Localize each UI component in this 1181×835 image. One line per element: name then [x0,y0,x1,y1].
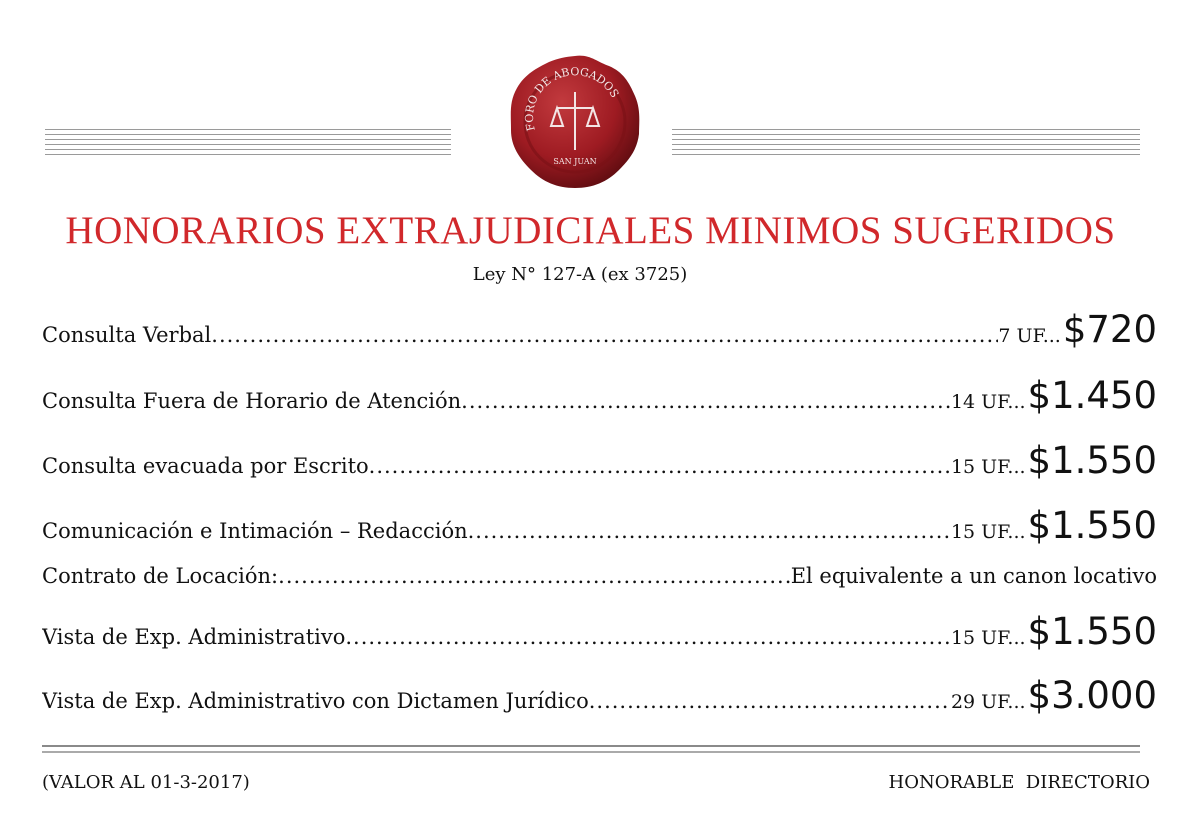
fee-row: Consulta Fuera de Horario de Atención 14 … [42,374,1157,417]
dot-leader [589,689,951,713]
fee-uf: 14 UF... [950,391,1026,413]
divider [42,745,1140,747]
fee-row: Consulta Verbal 7 UF...$720 [42,308,1157,351]
decorative-lines-right [672,129,1140,159]
dot-leader [468,519,951,543]
fee-label: Contrato de Locación: [42,564,279,588]
decorative-lines-left [45,129,451,159]
fee-price: $720 [1062,308,1157,351]
fee-uf: 29 UF... [950,691,1026,713]
dot-leader [369,454,951,478]
fee-uf: 15 UF... [950,456,1026,478]
fee-label: Consulta evacuada por Escrito [42,454,369,478]
dot-leader [278,564,791,588]
fee-label: Vista de Exp. Administrativo [42,625,346,649]
svg-text:SAN JUAN: SAN JUAN [553,157,596,166]
dot-leader [211,323,998,347]
fee-label: Consulta Verbal [42,323,212,347]
fee-row: Contrato de Locación: El equivalente a u… [42,564,1157,588]
foro-de-abogados-seal-logo: FORO DE ABOGADOS SAN JUAN [510,55,640,189]
fee-equivalent: El equivalente a un canon locativo [790,564,1157,588]
fee-price: $1.450 [1027,374,1157,417]
fee-price: $3.000 [1027,674,1157,717]
fee-row: Consulta evacuada por Escrito 15 UF...$1… [42,439,1157,482]
dot-leader [461,389,951,413]
fee-label: Consulta Fuera de Horario de Atención [42,389,462,413]
fee-price: $1.550 [1027,610,1157,653]
fee-price: $1.550 [1027,439,1157,482]
fee-label: Comunicación e Intimación – Redacción [42,519,468,543]
signature-directorio: HONORABLE DIRECTORIO [888,772,1150,793]
fee-label: Vista de Exp. Administrativo con Dictame… [42,689,589,713]
page-title: HONORARIOS EXTRAJUDICIALES MINIMOS SUGER… [65,209,1116,252]
dot-leader [345,625,951,649]
law-reference: Ley N° 127-A (ex 3725) [472,264,688,285]
fee-row: Comunicación e Intimación – Redacción 15… [42,504,1157,547]
fee-price: $1.550 [1027,504,1157,547]
divider [42,751,1140,753]
fee-row: Vista de Exp. Administrativo 15 UF...$1.… [42,610,1157,653]
fee-uf: 15 UF... [950,521,1026,543]
fee-row: Vista de Exp. Administrativo con Dictame… [42,674,1157,717]
valid-date-note: (VALOR AL 01-3-2017) [42,772,250,793]
fee-uf: 7 UF... [998,325,1061,347]
fee-uf: 15 UF... [950,627,1026,649]
